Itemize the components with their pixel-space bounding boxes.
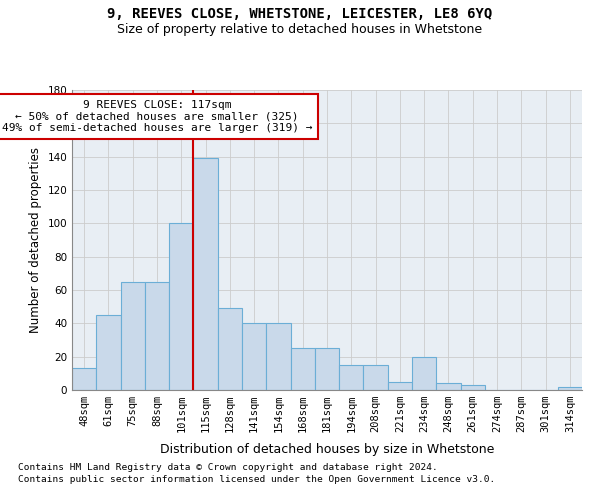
Bar bbox=[72, 368, 96, 390]
Y-axis label: Number of detached properties: Number of detached properties bbox=[29, 147, 42, 333]
Text: Contains HM Land Registry data © Crown copyright and database right 2024.: Contains HM Land Registry data © Crown c… bbox=[18, 464, 438, 472]
Bar bbox=[121, 282, 145, 390]
Bar bbox=[193, 158, 218, 390]
Bar bbox=[364, 365, 388, 390]
Bar bbox=[436, 384, 461, 390]
Bar bbox=[242, 324, 266, 390]
Text: Contains public sector information licensed under the Open Government Licence v3: Contains public sector information licen… bbox=[18, 475, 495, 484]
Bar bbox=[290, 348, 315, 390]
Bar bbox=[558, 386, 582, 390]
Bar bbox=[315, 348, 339, 390]
Text: 9 REEVES CLOSE: 117sqm
← 50% of detached houses are smaller (325)
49% of semi-de: 9 REEVES CLOSE: 117sqm ← 50% of detached… bbox=[2, 100, 312, 133]
Bar bbox=[145, 282, 169, 390]
Bar bbox=[339, 365, 364, 390]
Text: Distribution of detached houses by size in Whetstone: Distribution of detached houses by size … bbox=[160, 442, 494, 456]
Bar bbox=[412, 356, 436, 390]
Bar bbox=[266, 324, 290, 390]
Bar bbox=[388, 382, 412, 390]
Bar bbox=[169, 224, 193, 390]
Bar bbox=[96, 315, 121, 390]
Text: Size of property relative to detached houses in Whetstone: Size of property relative to detached ho… bbox=[118, 22, 482, 36]
Bar bbox=[218, 308, 242, 390]
Bar bbox=[461, 385, 485, 390]
Text: 9, REEVES CLOSE, WHETSTONE, LEICESTER, LE8 6YQ: 9, REEVES CLOSE, WHETSTONE, LEICESTER, L… bbox=[107, 8, 493, 22]
